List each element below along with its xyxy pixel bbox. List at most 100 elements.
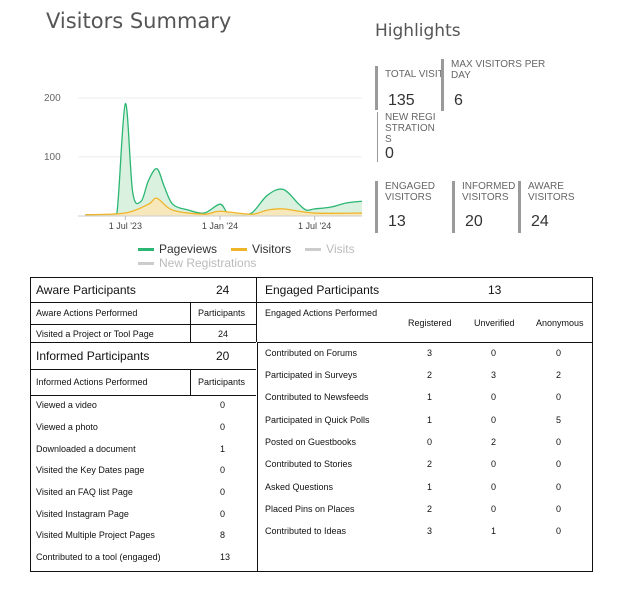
engaged-registered-value: 1 [427, 415, 433, 425]
legend-item-visitors[interactable]: Visitors [231, 242, 291, 256]
legend-item-new-registrations[interactable]: New Registrations [138, 256, 256, 270]
visitors-line [85, 197, 363, 216]
chart-series [85, 103, 363, 216]
aware-col-actions: Aware Actions Performed [36, 308, 138, 318]
legend-item-pageviews[interactable]: Pageviews [138, 242, 217, 256]
divider-top [256, 277, 257, 342]
frame-left [30, 277, 31, 572]
legend-label: New Registrations [159, 256, 257, 270]
highlight-new-registrations: NEW REGISTRATIONS 0 [377, 112, 443, 162]
informed-action-label: Viewed a video [36, 400, 97, 410]
x-tick-label: 1 Jul '23 [109, 221, 142, 231]
engaged-registered-value: 0 [427, 437, 433, 447]
y-tick-label: 100 [44, 152, 61, 163]
engaged-unverified-value: 0 [491, 348, 497, 358]
aware-col-participants: Participants [198, 308, 246, 318]
legend-item-visits[interactable]: Visits [305, 242, 355, 256]
engaged-action-label: Participated in Surveys [265, 370, 358, 380]
aware-col-divider [190, 302, 191, 342]
engaged-anonymous-value: 0 [556, 526, 562, 536]
max-visitors-label: MAX VISITORS PER DAY [451, 59, 546, 81]
engaged-registered-value: 1 [427, 482, 433, 492]
engaged-unverified-value: 0 [491, 392, 497, 402]
informed-action-label: Visited an FAQ list Page [36, 487, 133, 497]
informed-col-divider [190, 369, 191, 396]
engaged-unverified-value: 0 [491, 504, 497, 514]
engaged-action-label: Asked Questions [265, 482, 334, 492]
engaged-anonymous-value: 2 [556, 370, 562, 380]
informed-action-label: Visited Instagram Page [36, 509, 129, 519]
engaged-value: 13 [388, 213, 406, 230]
engaged-anonymous-value: 0 [556, 459, 562, 469]
engaged-col-unverified: Unverified [474, 318, 515, 328]
divider-bottom [257, 342, 258, 572]
engaged-registered-value: 2 [427, 370, 433, 380]
engaged-action-label: Posted on Guestbooks [265, 437, 357, 447]
informed-title: Informed Participants [36, 349, 150, 363]
engaged-action-label: Contributed to Ideas [265, 526, 347, 536]
highlight-max-visitors: MAX VISITORS PER DAY 6 [441, 59, 561, 111]
engaged-action-label: Participated in Quick Polls [265, 415, 370, 425]
highlight-informed: INFORMED VISITORS 20 [452, 181, 520, 233]
total-visits-label: TOTAL VISITS [385, 69, 443, 80]
visitors-chart: 200 100 1 Jul '23 1 Jan '24 1 Jul '24 [44, 93, 363, 231]
legend-swatch [138, 247, 154, 251]
aware-row-rule [30, 342, 256, 343]
engaged-unverified-value: 0 [491, 459, 497, 469]
legend-label: Pageviews [159, 242, 218, 256]
engaged-action-label: Contributed on Forums [265, 348, 358, 358]
engaged-unverified-value: 0 [491, 415, 497, 425]
engaged-registered-value: 3 [427, 348, 433, 358]
informed-action-value: 0 [220, 422, 226, 432]
engaged-title: Engaged Participants [265, 283, 380, 297]
pageviews-line [85, 103, 363, 216]
legend-swatch [305, 247, 322, 251]
frame-bottom [30, 571, 593, 572]
x-tick-label: 1 Jul '24 [298, 221, 331, 231]
informed-value: 20 [465, 213, 483, 230]
engaged-unverified-value: 0 [491, 482, 497, 492]
x-axis-ticks: 1 Jul '23 1 Jan '24 1 Jul '24 [109, 216, 331, 231]
engaged-anonymous-value: 0 [556, 437, 562, 447]
highlight-engaged: ENGAGED VISITORS 13 [375, 181, 443, 233]
frame-top [30, 277, 593, 278]
total-visits-value: 135 [388, 92, 415, 109]
engaged-anonymous-value: 0 [556, 504, 562, 514]
aware-title: Aware Participants [36, 283, 136, 297]
engaged-anonymous-value: 0 [556, 482, 562, 492]
engaged-col-registered: Registered [408, 318, 452, 328]
aware-header-rule [30, 302, 256, 303]
informed-action-value: 0 [220, 487, 226, 497]
aware-action-value: 24 [218, 329, 229, 339]
aware-action-label: Visited a Project or Tool Page [36, 329, 154, 339]
engaged-action-label: Placed Pins on Places [265, 504, 355, 514]
engaged-label: ENGAGED VISITORS [385, 181, 436, 203]
informed-action-label: Visited the Key Dates page [36, 465, 145, 475]
engaged-registered-value: 3 [427, 526, 433, 536]
engaged-unverified-value: 1 [491, 526, 497, 536]
frame-right [592, 277, 593, 572]
informed-col-actions: Informed Actions Performed [36, 377, 148, 387]
informed-col-participants: Participants [198, 377, 246, 387]
max-visitors-value: 6 [454, 92, 463, 109]
engaged-anonymous-value: 5 [556, 415, 562, 425]
engaged-registered-value: 1 [427, 392, 433, 402]
informed-col-rule [30, 395, 256, 396]
highlight-total-visits: TOTAL VISITS 135 [375, 66, 445, 110]
engaged-col-anonymous: Anonymous [536, 318, 584, 328]
legend-label: Visitors [252, 242, 292, 256]
informed-action-label: Visited Multiple Project Pages [36, 530, 155, 540]
engaged-anonymous-value: 0 [556, 392, 562, 402]
y-tick-label: 200 [44, 93, 61, 104]
informed-action-value: 0 [220, 400, 226, 410]
informed-action-label: Viewed a photo [36, 422, 98, 432]
visitors-area [85, 198, 362, 216]
engaged-registered-value: 2 [427, 459, 433, 469]
engaged-registered-value: 2 [427, 504, 433, 514]
informed-action-label: Downloaded a document [36, 444, 136, 454]
engaged-count: 13 [488, 283, 502, 297]
engaged-anonymous-value: 0 [556, 348, 562, 358]
new-registrations-value: 0 [385, 145, 394, 162]
chart-legend: Pageviews Visitors Visits New Registrations [138, 242, 378, 270]
legend-swatch [231, 247, 248, 251]
